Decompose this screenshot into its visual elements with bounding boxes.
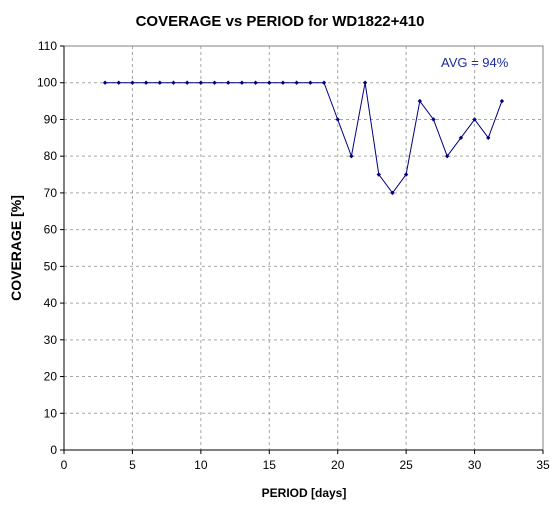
x-tick-label: 5 [129, 458, 136, 472]
data-point [280, 80, 286, 85]
y-axis-title: COVERAGE [%] [8, 195, 24, 301]
data-point [116, 80, 121, 85]
x-tick-label: 30 [468, 458, 482, 472]
data-point [321, 80, 327, 85]
y-tick-label: 100 [37, 76, 57, 90]
data-point [157, 80, 162, 85]
data-point [184, 80, 190, 85]
data-point [499, 98, 505, 104]
tick-labels: 0 10 20 30 40 50 60 70 80 90 100 110 0 5 10 15 20 25 30 35 [37, 39, 550, 472]
data-point [472, 117, 477, 122]
x-tick-label: 25 [399, 458, 413, 472]
average-annotation: AVG = 94% [441, 55, 509, 70]
y-tick-label: 60 [44, 223, 58, 237]
data-point [143, 80, 149, 85]
data-point [431, 117, 436, 122]
data-point [212, 80, 217, 85]
data-point [226, 80, 231, 85]
x-tick-label: 35 [536, 458, 550, 472]
x-tick-label: 10 [194, 458, 208, 472]
data-point [403, 172, 409, 177]
data-point [130, 80, 135, 85]
plot-area [63, 45, 544, 451]
grid [64, 45, 544, 450]
x-tick-label: 0 [61, 458, 68, 472]
series [102, 80, 505, 196]
data-point [390, 190, 395, 196]
data-point [335, 117, 340, 122]
data-point [458, 135, 464, 141]
data-point [417, 98, 423, 104]
y-tick-label: 10 [44, 406, 58, 420]
chart-title: COVERAGE vs PERIOD for WD1822+410 [136, 13, 425, 30]
data-point [102, 80, 108, 85]
data-point [376, 172, 381, 177]
y-tick-label: 30 [44, 333, 58, 347]
y-tick-label: 70 [44, 186, 58, 200]
data-point [294, 80, 299, 85]
data-point [362, 80, 368, 85]
data-point [239, 80, 245, 85]
y-tick-label: 80 [44, 149, 58, 163]
y-tick-label: 110 [38, 39, 57, 53]
x-tick-label: 15 [263, 458, 277, 472]
y-tick-label: 20 [44, 370, 58, 384]
series-line [105, 82, 503, 194]
data-point [253, 80, 258, 85]
axes [60, 45, 544, 454]
data-point [349, 153, 354, 159]
x-axis-title: PERIOD [days] [262, 486, 347, 500]
data-point [267, 80, 272, 85]
data-point [486, 135, 491, 141]
data-point [445, 153, 450, 159]
y-tick-label: 50 [44, 259, 58, 273]
x-tick-label: 20 [331, 458, 345, 472]
y-tick-label: 40 [44, 296, 58, 310]
data-point [171, 80, 176, 85]
y-tick-label: 90 [44, 112, 58, 126]
y-tick-label: 0 [50, 443, 57, 457]
data-point [308, 80, 313, 85]
data-point [198, 80, 204, 85]
